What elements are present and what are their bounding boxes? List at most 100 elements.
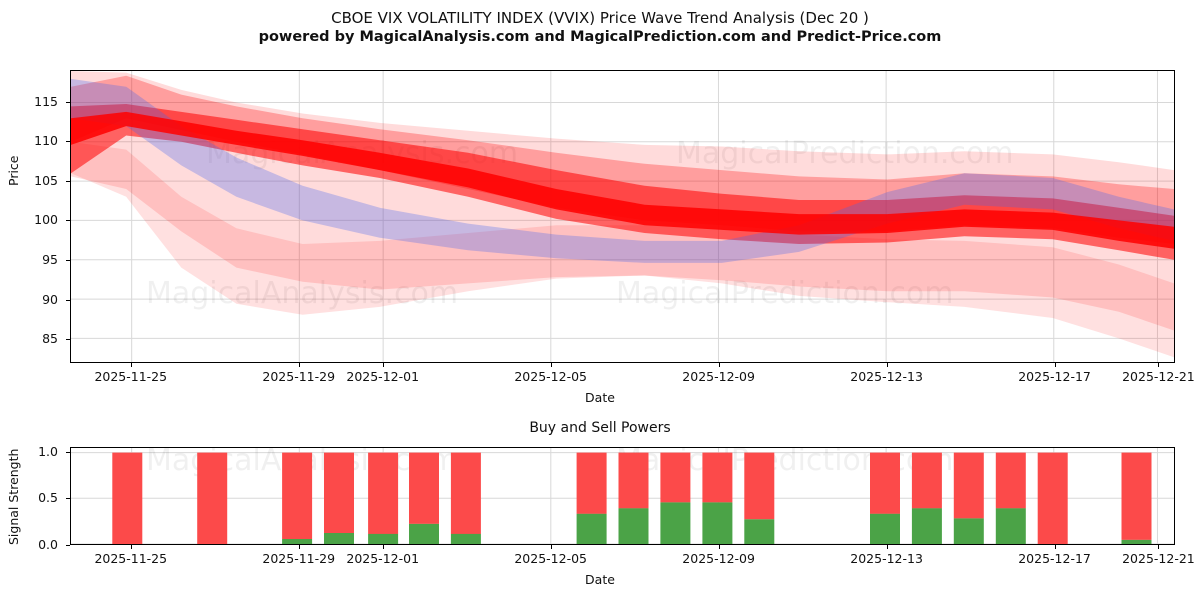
main-x-tickmark xyxy=(886,363,888,367)
main-y-tick: 85 xyxy=(42,331,58,347)
main-x-tick: 2025-12-13 xyxy=(850,369,923,384)
subplot-x-tickmark xyxy=(1158,545,1160,549)
subplot-y-tick: 0.0 xyxy=(38,537,58,552)
subplot-y-tickmark xyxy=(66,498,70,500)
subplot-x-tick: 2025-12-01 xyxy=(346,551,420,566)
sell-power-bar xyxy=(576,452,607,514)
main-x-tickmark xyxy=(718,363,720,367)
main-x-tick: 2025-12-09 xyxy=(682,369,755,384)
main-y-tickmark xyxy=(66,101,70,103)
sell-power-bar xyxy=(911,452,942,509)
subplot-y-tick: 0.5 xyxy=(38,490,58,506)
subplot-x-tick: 2025-12-21 xyxy=(1122,551,1195,566)
subplot-x-tickmark xyxy=(130,545,132,549)
buy-power-bar xyxy=(576,513,607,544)
subplot-x-tick: 2025-11-29 xyxy=(262,551,336,566)
sell-power-bar xyxy=(995,452,1026,509)
main-x-tick: 2025-12-21 xyxy=(1122,369,1195,384)
subplot-y-tickmark xyxy=(66,451,70,453)
main-x-tick: 2025-11-25 xyxy=(94,369,168,384)
main-x-tickmark xyxy=(298,363,300,367)
subplot-x-tick: 2025-12-13 xyxy=(850,551,923,566)
sell-power-bar xyxy=(282,452,313,539)
buy-power-bar xyxy=(953,518,984,544)
main-y-tick: 110 xyxy=(34,133,58,149)
sell-power-bar xyxy=(618,452,649,509)
subplot-y-tick: 1.0 xyxy=(38,443,58,459)
subplot-x-tickmark xyxy=(718,545,720,549)
buy-power-bar xyxy=(450,533,481,544)
main-y-tickmark xyxy=(66,220,70,222)
subplot-x-axis-label: Date xyxy=(585,572,615,587)
buy-power-bar xyxy=(282,539,313,544)
main-y-tickmark xyxy=(66,260,70,262)
main-x-tickmark xyxy=(382,363,384,367)
buy-power-bar xyxy=(660,502,691,544)
main-y-tickmark xyxy=(66,339,70,341)
buy-power-bar xyxy=(618,508,649,544)
main-x-tick: 2025-11-29 xyxy=(262,369,336,384)
sell-power-bar xyxy=(409,452,439,524)
buy-power-bar xyxy=(870,513,900,544)
price-band-5 xyxy=(71,111,1174,249)
main-y-tick: 105 xyxy=(34,172,58,188)
chart-subtitle: powered by MagicalAnalysis.com and Magic… xyxy=(258,29,942,45)
sell-power-bar xyxy=(702,452,733,503)
buy-power-bar xyxy=(702,502,733,544)
price-wave-chart: MagicalAnalysis.com MagicalPrediction.com… xyxy=(70,70,1175,363)
sell-power-bar xyxy=(953,452,984,519)
subplot-x-tick: 2025-11-25 xyxy=(94,551,168,566)
subplot-x-tickmark xyxy=(1054,545,1056,549)
sell-power-bar xyxy=(368,452,399,534)
chart-title: CBOE VIX VOLATILITY INDEX (VVIX) Price W… xyxy=(331,9,869,27)
watermark-text: MagicalPrediction.com xyxy=(676,136,1014,171)
main-x-tick: 2025-12-17 xyxy=(1018,369,1091,384)
subplot-x-tickmark xyxy=(382,545,384,549)
main-y-tick: 95 xyxy=(42,252,58,268)
main-x-axis-label: Date xyxy=(585,390,615,405)
main-y-tickmark xyxy=(66,180,70,182)
sell-power-bar xyxy=(112,452,143,544)
subplot-x-tickmark xyxy=(550,545,552,549)
subplot-x-tickmark xyxy=(886,545,888,549)
subplot-title: Buy and Sell Powers xyxy=(529,420,671,436)
main-y-tickmark xyxy=(66,141,70,143)
buy-power-bar xyxy=(368,533,399,544)
sell-power-bar xyxy=(1037,452,1068,544)
buy-power-bar xyxy=(744,519,775,544)
buy-power-bar xyxy=(324,533,354,544)
main-x-tickmark xyxy=(1054,363,1056,367)
sell-power-bar xyxy=(1121,452,1152,540)
main-x-tick: 2025-12-05 xyxy=(514,369,587,384)
buy-power-bar xyxy=(911,508,942,544)
watermark-text: MagicalPrediction.com xyxy=(616,276,954,311)
sell-power-bar xyxy=(450,452,481,534)
subplot-x-tick: 2025-12-09 xyxy=(682,551,755,566)
sell-power-bar xyxy=(870,452,900,514)
sell-power-bar xyxy=(744,452,775,520)
buy-power-bar xyxy=(1121,539,1152,544)
main-x-tickmark xyxy=(130,363,132,367)
main-y-tick: 115 xyxy=(34,93,58,109)
subplot-y-tickmark xyxy=(66,545,70,546)
main-y-tick: 90 xyxy=(42,291,58,307)
main-x-tickmark xyxy=(550,363,552,367)
sell-power-bar xyxy=(324,452,354,534)
sell-power-bar xyxy=(197,452,228,544)
subplot-x-tickmark xyxy=(298,545,300,549)
subplot-x-tick: 2025-12-05 xyxy=(514,551,587,566)
sell-power-bar xyxy=(660,452,691,503)
watermark-text: MagicalAnalysis.com xyxy=(146,276,458,311)
main-x-tickmark xyxy=(1158,363,1160,367)
price-band-2 xyxy=(71,71,1174,331)
buy-power-bar xyxy=(409,523,439,544)
price-wave-svg: MagicalAnalysis.com MagicalPrediction.com… xyxy=(71,71,1174,362)
buy-power-bar xyxy=(995,508,1026,544)
main-y-tick: 100 xyxy=(34,212,58,228)
main-x-tick: 2025-12-01 xyxy=(346,369,420,384)
main-y-tickmark xyxy=(66,299,70,301)
price-band-3 xyxy=(71,141,1174,358)
